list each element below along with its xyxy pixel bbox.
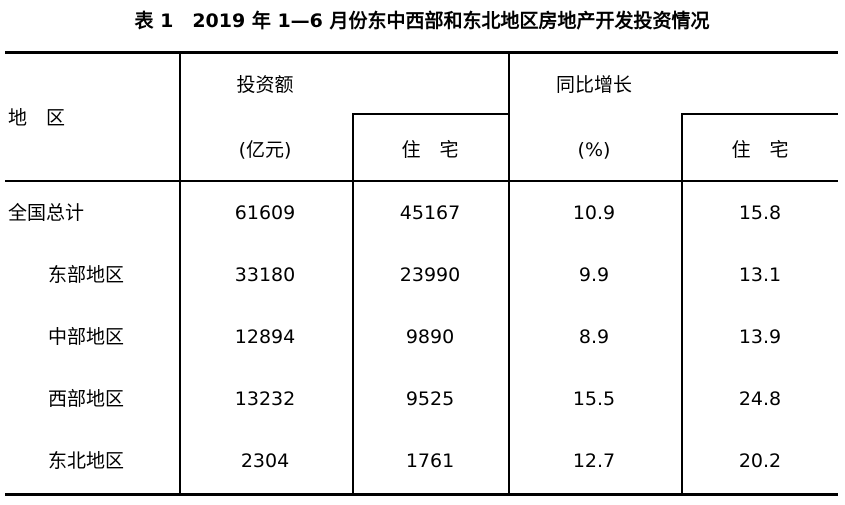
- column-unit: (%): [577, 139, 611, 161]
- cell-value: 10.9: [572, 202, 616, 224]
- cell-value: 12894: [234, 326, 296, 348]
- cell-value: 45167: [399, 202, 461, 224]
- cell-value: 23990: [399, 264, 461, 286]
- cell-value: 33180: [234, 264, 296, 286]
- column-header: 地 区: [8, 107, 66, 129]
- column-header: 投资额: [236, 74, 294, 96]
- cell-value: 1761: [405, 450, 455, 472]
- column-rule: [179, 52, 181, 494]
- bottom-rule: [5, 493, 838, 496]
- header-rule: [352, 113, 508, 115]
- cell-value: 9890: [405, 326, 455, 348]
- table-title: 表 1 2019 年 1—6 月份东中西部和东北地区房地产开发投资情况: [134, 10, 710, 32]
- cell-value: 15.5: [572, 388, 616, 410]
- row-label: 西部地区: [48, 388, 125, 410]
- cell-value: 8.9: [578, 326, 610, 348]
- cell-value: 9.9: [578, 264, 610, 286]
- column-header: 住 宅: [401, 139, 459, 161]
- cell-value: 13.1: [738, 264, 782, 286]
- cell-value: 2304: [240, 450, 290, 472]
- row-label: 东部地区: [48, 264, 125, 286]
- column-header: 同比增长: [555, 74, 633, 96]
- cell-value: 61609: [234, 202, 296, 224]
- column-rule: [508, 52, 510, 494]
- row-label: 东北地区: [48, 450, 125, 472]
- header-rule: [681, 113, 838, 115]
- cell-value: 20.2: [738, 450, 782, 472]
- cell-value: 15.8: [738, 202, 782, 224]
- cell-value: 13.9: [738, 326, 782, 348]
- column-header: 住 宅: [731, 139, 789, 161]
- row-label: 全国总计: [8, 202, 85, 224]
- column-rule: [681, 113, 683, 494]
- column-unit: (亿元): [238, 139, 292, 161]
- column-rule: [352, 113, 354, 494]
- cell-value: 9525: [405, 388, 455, 410]
- mid-rule: [5, 180, 838, 182]
- cell-value: 13232: [234, 388, 296, 410]
- cell-value: 24.8: [738, 388, 782, 410]
- cell-value: 12.7: [572, 450, 616, 472]
- top-rule: [5, 51, 838, 54]
- row-label: 中部地区: [48, 326, 125, 348]
